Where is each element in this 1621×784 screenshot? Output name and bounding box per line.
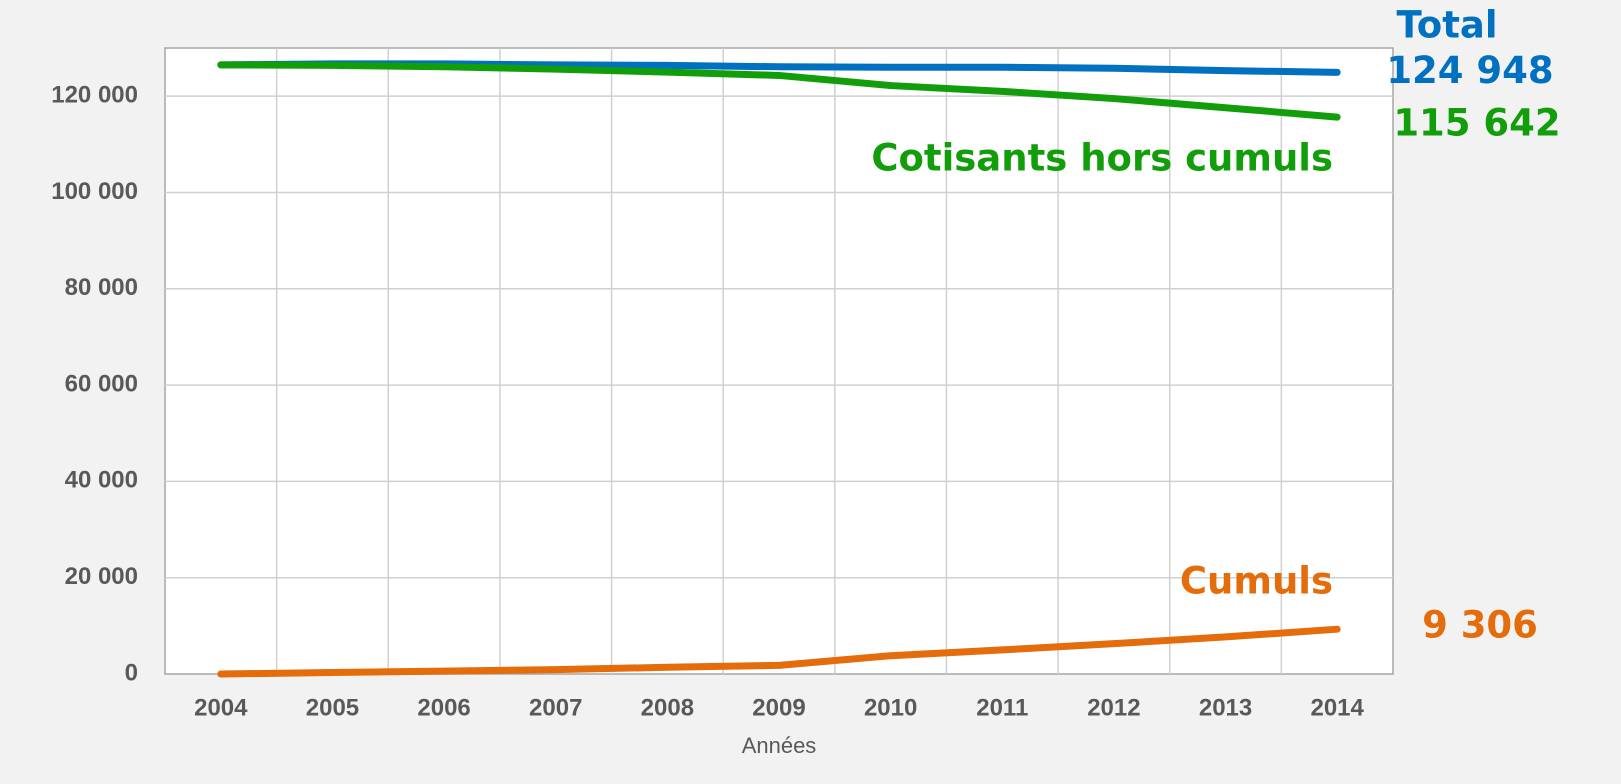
y-tick-label: 80 000 (65, 274, 138, 301)
x-tick-label: 2008 (641, 694, 694, 721)
x-tick-label: 2012 (1087, 694, 1140, 721)
x-tick-label: 2014 (1310, 694, 1364, 721)
series-label: Cotisants hors cumuls (871, 137, 1333, 180)
series-label: Cumuls (1180, 560, 1333, 603)
y-tick-label: 40 000 (65, 467, 138, 494)
value-label: 115 642 (1393, 102, 1560, 145)
x-tick-label: 2013 (1199, 694, 1252, 721)
x-tick-label: 2007 (529, 694, 582, 721)
y-tick-label: 100 000 (51, 178, 138, 205)
x-tick-label: 2009 (752, 694, 805, 721)
value-label: 124 948 (1386, 49, 1553, 92)
y-tick-label: 120 000 (51, 81, 138, 108)
series-line (217, 625, 1341, 678)
y-tick-label: 20 000 (65, 563, 138, 590)
x-tick-label: 2010 (864, 694, 917, 721)
plot-area (164, 47, 1394, 675)
series-label: Total (1396, 4, 1497, 47)
x-tick-label: 2006 (417, 694, 470, 721)
y-tick-label: 0 (125, 659, 138, 686)
x-axis-title: Années (742, 733, 817, 758)
value-label: 9 306 (1422, 604, 1538, 647)
y-tick-label: 60 000 (65, 370, 138, 397)
x-tick-label: 2005 (306, 694, 359, 721)
x-tick-label: 2004 (194, 694, 248, 721)
series-line (217, 61, 1341, 121)
x-tick-label: 2011 (976, 694, 1028, 721)
